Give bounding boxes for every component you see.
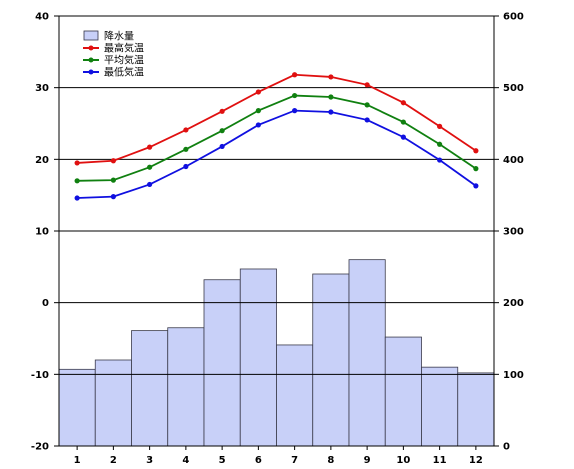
right-tick-label-300: 300 <box>503 227 524 238</box>
series-1-point-2 <box>110 177 116 183</box>
series-2-point-10 <box>400 134 406 140</box>
legend-marker-mean <box>88 57 94 63</box>
series-2-point-1 <box>74 195 80 201</box>
x-tick-label-2: 2 <box>110 455 117 466</box>
series-0-point-1 <box>74 160 80 166</box>
series-2-point-2 <box>110 194 116 200</box>
series-0-point-6 <box>255 89 261 95</box>
series-2-point-5 <box>219 143 225 150</box>
series-line-1 <box>77 94 477 182</box>
legend-label-mean: 平均気温 <box>104 54 144 67</box>
legend-label-max: 最高気温 <box>104 42 144 55</box>
series-0-point-12 <box>473 148 479 154</box>
precip-bar-12 <box>457 372 495 447</box>
series-1-point-9 <box>364 102 370 108</box>
series-2-point-9 <box>364 117 370 123</box>
legend-label-precipitation: 降水量 <box>104 30 134 43</box>
series-1-point-11 <box>437 141 443 147</box>
series-1-point-5 <box>219 128 225 134</box>
series-0-point-2 <box>110 158 116 164</box>
legend: 降水量 最高気温 平均気温 最低気温 <box>83 30 144 79</box>
series-0-point-10 <box>400 100 406 106</box>
precip-bar-8 <box>312 273 350 447</box>
series-1-point-10 <box>400 119 406 125</box>
series-2-point-4 <box>183 163 189 170</box>
left-tick-label-10: 10 <box>35 227 49 238</box>
precip-bar-7 <box>276 344 314 447</box>
left-tick-label-30: 30 <box>35 83 49 94</box>
precip-bar-11 <box>421 366 459 447</box>
x-tick-label-6: 6 <box>255 455 262 466</box>
series-2-point-7 <box>292 108 298 114</box>
series-1-point-3 <box>147 164 153 170</box>
precip-bar-9 <box>348 259 386 447</box>
right-tick-label-600: 600 <box>503 12 524 23</box>
right-tick-label-0: 0 <box>503 442 510 453</box>
series-2-point-8 <box>328 109 334 115</box>
series-0-point-11 <box>437 123 443 129</box>
series-2-point-12 <box>473 183 479 189</box>
x-tick-label-9: 9 <box>364 455 371 466</box>
x-tick-label-3: 3 <box>146 455 153 466</box>
left-tick-label--20: -20 <box>31 442 49 453</box>
left-tick-label-0: 0 <box>42 298 49 309</box>
series-0-point-9 <box>364 82 370 88</box>
series-0-point-4 <box>183 127 189 133</box>
series-0-point-7 <box>292 72 298 78</box>
legend-swatch-precipitation <box>83 30 99 41</box>
x-tick-label-10: 10 <box>396 455 410 466</box>
right-tick-label-400: 400 <box>503 155 524 166</box>
legend-marker-min <box>88 69 94 75</box>
x-tick-label-8: 8 <box>327 455 334 466</box>
temperature-lines <box>74 72 479 201</box>
series-2-point-6 <box>255 122 261 128</box>
series-0-point-8 <box>328 74 334 80</box>
legend-marker-max <box>88 45 94 51</box>
precip-bar-5 <box>203 279 241 447</box>
series-1-point-1 <box>74 178 80 184</box>
x-tick-label-1: 1 <box>74 455 81 466</box>
precip-bar-10 <box>384 336 422 447</box>
series-1-point-4 <box>183 146 189 152</box>
x-tick-label-11: 11 <box>433 455 447 466</box>
series-2-point-11 <box>437 157 443 163</box>
precip-bar-2 <box>94 359 132 447</box>
right-tick-label-200: 200 <box>503 298 524 309</box>
series-1-point-6 <box>255 108 261 114</box>
precip-bar-3 <box>131 330 169 447</box>
left-tick-label--10: -10 <box>31 370 49 381</box>
legend-label-min: 最低気温 <box>104 66 144 79</box>
series-1-point-7 <box>292 92 298 99</box>
series-0-point-5 <box>219 108 225 114</box>
series-line-2 <box>77 109 477 199</box>
right-tick-label-100: 100 <box>503 370 524 381</box>
precipitation-bars <box>58 259 495 447</box>
precip-bar-6 <box>239 268 277 447</box>
precip-bar-1 <box>58 368 96 447</box>
series-1-point-12 <box>473 166 479 172</box>
x-tick-label-7: 7 <box>291 455 298 466</box>
right-tick-label-500: 500 <box>503 83 524 94</box>
series-2-point-3 <box>147 181 153 188</box>
x-tick-label-5: 5 <box>219 455 226 466</box>
grid-lines <box>59 15 494 375</box>
series-1-point-8 <box>328 94 334 100</box>
x-tick-label-12: 12 <box>469 455 483 466</box>
series-line-0 <box>77 73 477 164</box>
x-tick-label-4: 4 <box>182 455 189 466</box>
left-tick-label-40: 40 <box>35 12 49 23</box>
precip-bar-4 <box>167 327 205 447</box>
series-0-point-3 <box>147 144 153 150</box>
left-tick-label-20: 20 <box>35 155 49 166</box>
